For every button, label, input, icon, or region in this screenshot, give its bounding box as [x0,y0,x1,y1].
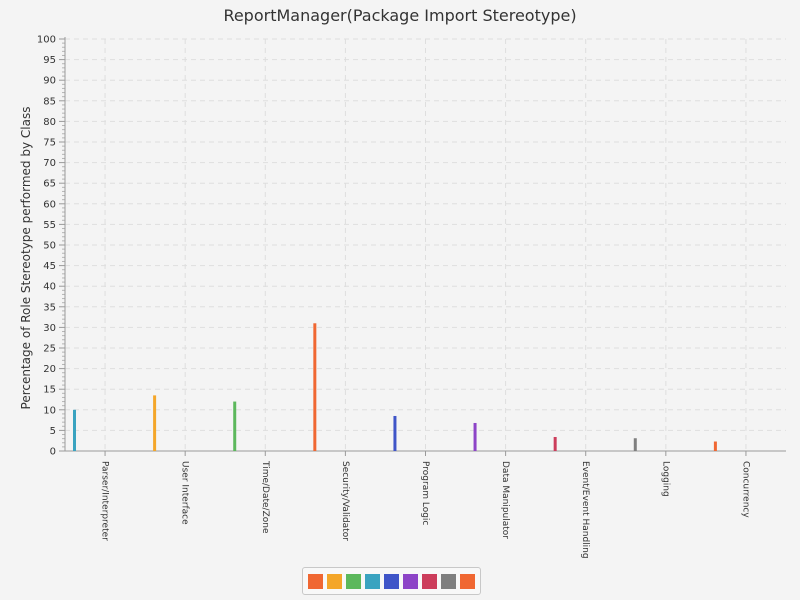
y-tick-label: 95 [43,55,56,66]
x-tick-label: Logging [660,461,670,497]
plot-area: 0 5 10 15 20 25 30 35 40 45 50 55 60 65 70 75 80 85 90 95 10… [37,35,786,559]
bar [553,436,557,451]
y-tick-label: 90 [43,76,56,87]
bar [393,415,397,451]
y-tick-label: 60 [43,199,56,210]
chart-title: ReportManager(Package Import Stereotype) [223,6,577,25]
x-tick-label: Concurrency [740,461,750,518]
y-tick-label: 20 [43,364,56,375]
y-tick-label: 55 [43,220,56,231]
bar [713,441,717,451]
x-tick-label: Data Manipulator [500,461,510,539]
y-tick-label: 75 [43,138,56,149]
y-tick-label: 70 [43,158,56,169]
y-tick-label: 10 [43,405,56,416]
legend-swatch [346,573,361,589]
y-tick-label: 85 [43,96,56,107]
legend-swatch [441,573,456,589]
x-tick-label: Parser/Interpreter [100,461,110,541]
legend-swatch [403,573,418,589]
y-tick-label: 65 [43,179,56,190]
y-tick-label: 35 [43,302,56,313]
y-tick-label: 45 [43,261,56,272]
bar [473,422,477,451]
bar [633,438,637,451]
y-tick-label: 30 [43,323,56,334]
x-tick-label: Program Logic [420,461,430,525]
legend-swatch [308,573,323,589]
legend-swatch [384,573,399,589]
legend-swatch [327,573,342,589]
legend-swatch [460,573,475,589]
y-tick-label: 40 [43,282,56,293]
y-tick-label: 80 [43,117,56,128]
x-tick-label: User Interface [180,461,190,525]
legend-swatch [422,573,437,589]
y-tick-label: 15 [43,385,56,396]
y-tick-label: 50 [43,241,56,252]
x-tick-label: Time/Date/Zone [260,460,270,534]
x-tick-label: Security/Validator [340,461,350,541]
bar [73,409,76,451]
y-tick-label: 100 [37,35,56,46]
y-tick-label: 25 [43,344,56,355]
y-tick-label: 5 [50,426,56,437]
legend [302,567,481,595]
y-tick-label: 0 [50,447,56,458]
bar [313,323,317,451]
bar [153,395,157,451]
legend-swatch [365,573,380,589]
bar [233,401,237,451]
x-tick-label: Event/Event Handling [580,461,590,559]
